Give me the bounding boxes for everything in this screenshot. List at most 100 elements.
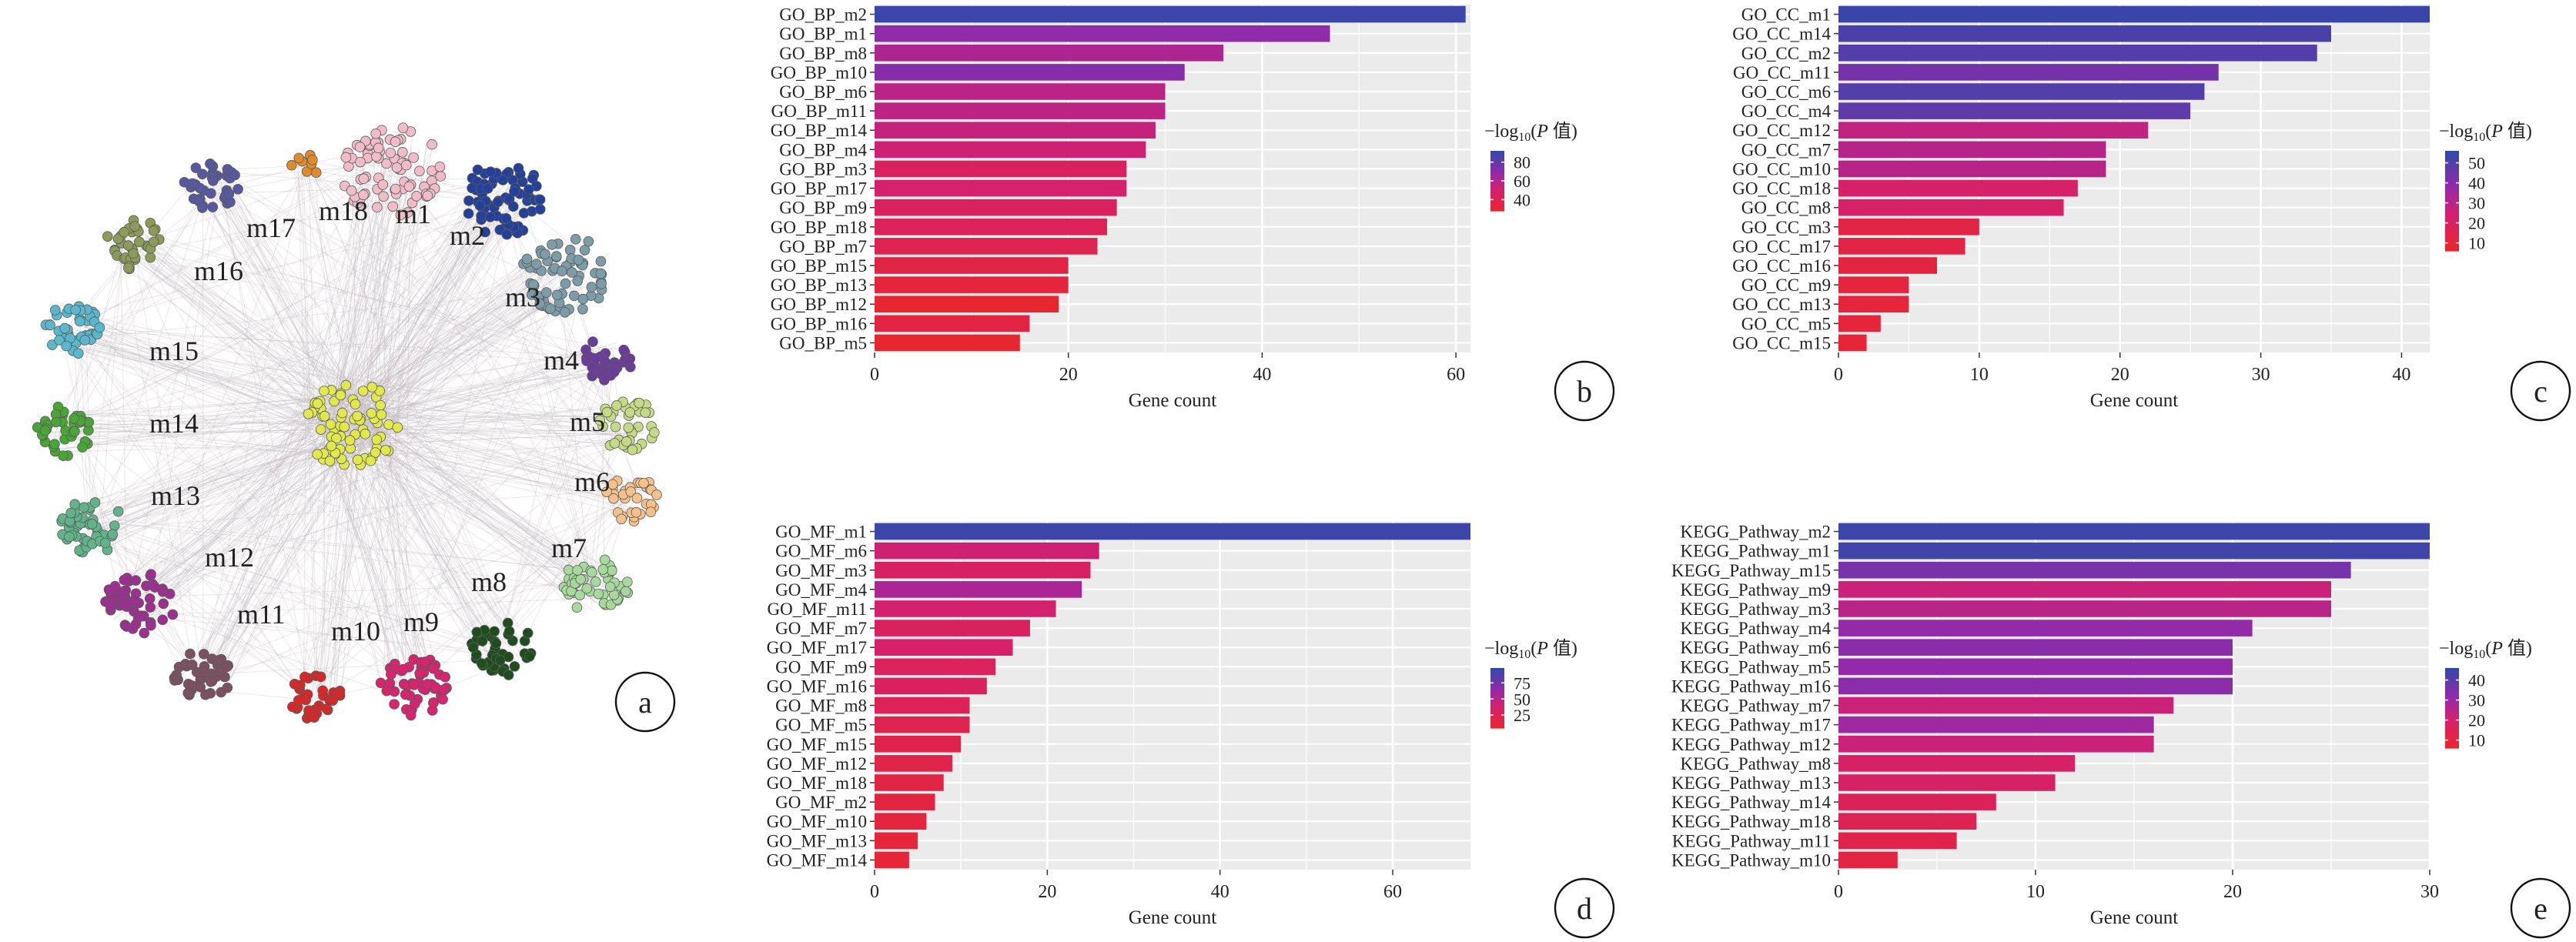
network-edge [297,163,312,421]
bar-GO_BP_m18 [875,218,1108,236]
network-edge [148,427,393,586]
network-edge [376,251,588,423]
legend-title-sub: 10 [2473,131,2485,144]
network-edge [383,443,476,649]
network-edge [83,195,513,529]
y-tick-label: GO_CC_m14 [1732,25,1831,44]
network-edge [315,158,380,426]
legend-title-italic: P [1536,639,1548,659]
network-node [293,152,305,164]
network-edge [85,450,342,508]
network-node [540,287,552,298]
network-edge [73,323,380,427]
network-node [122,240,134,251]
network-edge [309,166,515,650]
network-edge [333,421,358,690]
network-node [54,335,65,346]
y-tick-label: KEGG_Pathway_m12 [1671,735,1831,754]
bar-GO_CC_m9 [1838,276,1909,293]
network-edge [192,188,386,663]
legend-gradient-segment [1490,710,1504,714]
network-node [599,554,611,566]
network-edge [323,489,643,697]
panel-label-a: a [638,685,652,720]
network-node [132,612,144,623]
legend-gradient-segment [2445,209,2459,214]
network-edge [377,413,420,674]
network-edge [317,426,634,686]
network-edge [396,430,617,487]
bars [875,523,1470,869]
network-edge [322,179,487,419]
y-tick-label: GO_MF_m13 [767,831,867,850]
network-edge [107,446,320,547]
legend-gradient-segment [1490,703,1504,706]
x-tick-label: 20 [1038,882,1056,902]
network-edge [106,444,321,516]
legend-gradient-segment [2445,155,2459,160]
network-node [303,705,314,716]
network-edge [75,431,199,674]
network-panel: m1m2m3m4m5m6m7m8m9m10m11m12m13m14m15m16m… [32,122,676,733]
bar-chart-panels: GO_BP_m2GO_BP_m1GO_BP_m8GO_BP_m10GO_BP_m… [767,5,2571,939]
network-node [109,520,120,531]
y-tick-label: GO_CC_m5 [1741,314,1831,333]
network-node [616,513,627,525]
legend-title-prefix: −log [2439,122,2473,142]
y-tick-label: GO_BP_m15 [771,256,867,276]
network-node [197,202,208,213]
network-node [223,189,235,199]
y-tick-label: GO_BP_m12 [771,295,867,314]
network-edge [65,419,431,700]
network-node [624,407,636,418]
network-edge [152,430,326,582]
network-node [595,256,607,267]
bar-GO_MF_m14 [875,851,909,869]
legend-gradient-segment [2445,698,2459,702]
network-edge [319,444,413,663]
network-edge [65,330,364,400]
legend-tick-label: 50 [1514,690,1531,709]
network-edge [388,408,579,566]
y-tick-label: GO_MF_m1 [775,523,867,542]
network-edge [386,347,614,425]
network-edge [380,187,509,414]
network-node [545,303,556,314]
module-label-m6: m6 [574,466,610,497]
y-tick-label: KEGG_Pathway_m5 [1681,657,1831,676]
network-edge [150,452,357,580]
network-edge [386,429,639,503]
network-edge [198,444,333,690]
network-edge [60,339,639,419]
network-edge [316,204,507,430]
network-edge [216,419,306,694]
network-edge [373,146,390,439]
network-edge [316,299,552,414]
network-edge [315,416,622,580]
legend-tick-label: 40 [2468,671,2485,690]
network-edge [123,413,340,593]
panel-label-b: b [1577,374,1592,409]
x-axis: 0 10 20 30 40 Gene count [1834,352,2410,411]
network-node [574,590,585,600]
network-edge [388,415,492,668]
network-node [112,506,124,517]
network-node [400,159,412,171]
network-edge [65,423,312,703]
network-edge [312,433,385,696]
network-node [513,162,524,174]
network-edge [383,429,493,660]
network-edge [76,426,350,440]
network-edge [52,423,200,681]
y-tick-label: GO_CC_m1 [1741,5,1831,25]
network-edge [65,329,333,427]
network-edge [369,444,624,456]
network-edge [87,320,417,669]
legend-gradient-segment [1490,668,1504,671]
network-node [586,282,597,292]
network-node [307,155,318,165]
module-label-m9: m9 [403,606,439,637]
y-tick-label: GO_BP_m11 [771,102,867,121]
bar-KEGG_Pathway_m5 [1838,658,2233,676]
network-edge [378,448,601,606]
